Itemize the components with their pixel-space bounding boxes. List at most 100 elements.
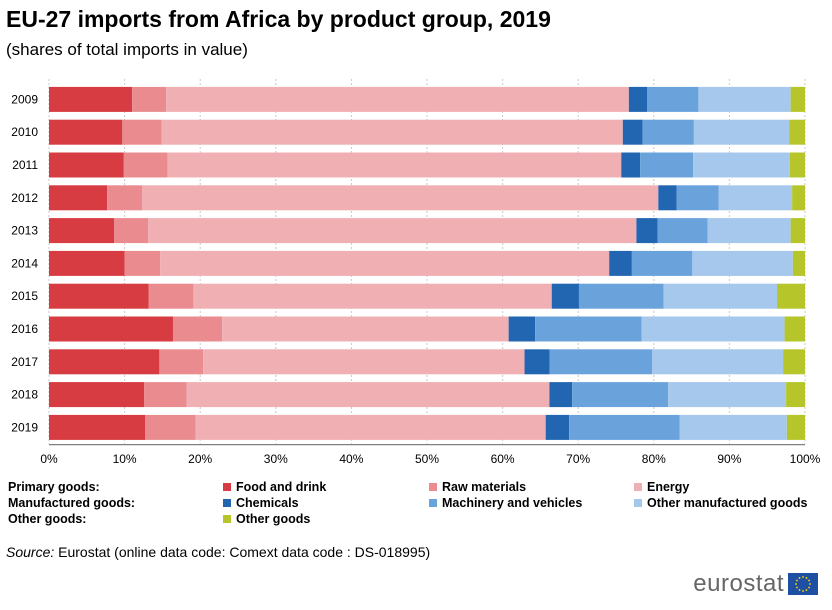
bar-segment-raw — [145, 414, 196, 440]
year-label: 2018 — [11, 388, 38, 402]
bar-segment-other-manufactured — [692, 250, 793, 276]
bar-segment-chemicals — [549, 382, 573, 408]
logo-text: eurostat — [693, 570, 784, 597]
legend-swatch-energy — [634, 483, 642, 491]
bar-segment-machinery — [572, 382, 669, 408]
bar-segment-machinery — [640, 152, 694, 178]
flag-star — [796, 586, 798, 589]
bar-segment-machinery — [657, 218, 708, 244]
bars — [49, 86, 805, 440]
bar-segment-other-goods — [789, 152, 805, 178]
year-label: 2014 — [11, 256, 38, 270]
chart-title: EU-27 imports from Africa by product gro… — [6, 6, 551, 32]
bar-segment-chemicals — [545, 414, 570, 440]
bar-segment-food — [49, 119, 123, 145]
bar-segment-other-manufactured — [679, 414, 787, 440]
bar-segment-other-manufactured — [718, 185, 793, 211]
flag-star — [795, 583, 797, 585]
x-tick-label: 0% — [40, 452, 58, 466]
x-tick-label: 80% — [642, 452, 666, 466]
bar-segment-energy — [167, 152, 622, 178]
stacked-bar-chart: 2009 2010 2011 2012 2013 2014 2015 2016 2017 2018… — [11, 79, 821, 466]
bar-segment-machinery — [569, 414, 680, 440]
x-tick-label: 40% — [339, 452, 363, 466]
bar-segment-machinery — [631, 250, 693, 276]
flag-star — [805, 577, 808, 579]
bar-segment-chemicals — [658, 185, 677, 211]
flag-star — [798, 577, 801, 579]
bar-segment-chemicals — [524, 349, 550, 375]
year-label: 2016 — [11, 322, 38, 336]
bar-segment-chemicals — [609, 250, 632, 276]
bar-segment-chemicals — [621, 152, 641, 178]
bar-segment-other-goods — [792, 250, 805, 276]
legend-item-raw: Raw materials — [429, 480, 526, 494]
chart-subtitle: (shares of total imports in value) — [6, 40, 248, 59]
bar-segment-raw — [123, 152, 168, 178]
bar-segment-other-manufactured — [693, 119, 790, 145]
year-label: 2010 — [11, 125, 38, 139]
bar-segment-other-manufactured — [707, 218, 791, 244]
legend-item-other-goods: Other goods — [223, 512, 310, 526]
bar-segment-raw — [172, 316, 223, 342]
eu-flag-icon — [788, 573, 818, 595]
bar-segment-other-goods — [792, 185, 805, 211]
bar-segment-other-goods — [786, 414, 805, 440]
bar-segment-energy — [161, 119, 623, 145]
bar-segment-energy — [148, 218, 637, 244]
legend-item-machinery: Machinery and vehicles — [429, 496, 582, 510]
bar-segment-energy — [141, 185, 659, 211]
year-label: 2011 — [12, 158, 38, 172]
x-tick-labels: 0% 10% 20% 30% 40% 50% 60% 70% 80% 90% 100% — [40, 452, 820, 466]
legend-swatch-other-manufactured — [634, 499, 642, 507]
bar-segment-raw — [144, 382, 187, 408]
bar-segment-raw — [122, 119, 162, 145]
bar-segment-other-manufactured — [668, 382, 787, 408]
bar-segment-food — [49, 218, 115, 244]
legend-label-machinery: Machinery and vehicles — [442, 496, 583, 510]
year-label: 2019 — [11, 420, 38, 434]
bar-segment-food — [49, 152, 124, 178]
bar-segment-energy — [160, 250, 610, 276]
flag-star — [808, 586, 810, 589]
bar-segment-raw — [124, 250, 161, 276]
bar-segment-machinery — [646, 86, 699, 112]
eurostat-logo: eurostat — [693, 570, 818, 598]
x-tick-label: 10% — [113, 452, 137, 466]
bar-segment-raw — [114, 218, 149, 244]
bar-segment-raw — [132, 86, 167, 112]
legend-label-chemicals: Chemicals — [236, 496, 299, 510]
x-tick-label: 50% — [415, 452, 439, 466]
year-labels: 2009 2010 2011 2012 2013 2014 2015 2016 2017 2018… — [11, 92, 38, 434]
bar-segment-other-manufactured — [652, 349, 784, 375]
bar-segment-food — [49, 250, 125, 276]
legend-label-other-manufactured: Other manufactured goods — [647, 496, 808, 510]
year-label: 2009 — [11, 92, 38, 106]
bar-segment-food — [49, 283, 149, 309]
bar-segment-raw — [107, 185, 142, 211]
bar-segment-other-goods — [784, 316, 805, 342]
legend-item-food: Food and drink — [223, 480, 326, 494]
bar-segment-food — [49, 316, 173, 342]
legend-swatch-chemicals — [223, 499, 231, 507]
bar-segment-other-manufactured — [663, 283, 778, 309]
legend-group-primary: Primary goods: — [8, 480, 100, 494]
bar-segment-other-manufactured — [693, 152, 790, 178]
flag-star — [805, 589, 808, 591]
flag-star — [802, 576, 804, 578]
bar-segment-chemicals — [622, 119, 643, 145]
bar-segment-machinery — [676, 185, 719, 211]
legend-swatch-machinery — [429, 499, 437, 507]
legend-item-chemicals: Chemicals — [223, 496, 299, 510]
bar-segment-other-manufactured — [698, 86, 791, 112]
source-note: Source: Eurostat (online data code: Come… — [6, 544, 430, 560]
bar-segment-energy — [195, 414, 546, 440]
bar-segment-chemicals — [508, 316, 536, 342]
bar-segment-energy — [186, 382, 550, 408]
flag-star — [802, 590, 804, 592]
bar-segment-machinery — [549, 349, 653, 375]
bar-segment-food — [49, 414, 146, 440]
x-tick-label: 90% — [717, 452, 741, 466]
flag-star — [798, 589, 801, 591]
x-tick-label: 60% — [491, 452, 515, 466]
